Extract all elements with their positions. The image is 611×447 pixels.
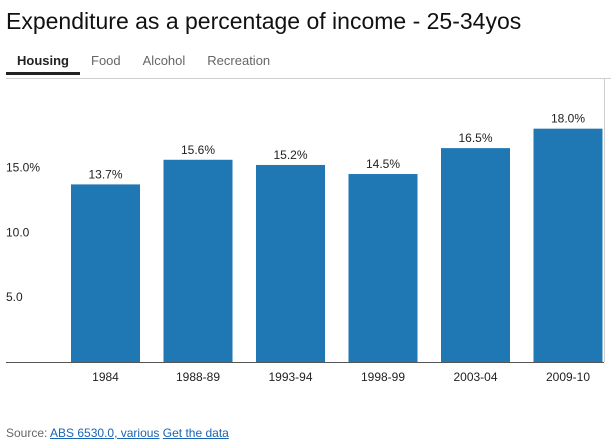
x-tick-label: 1993-94 [268,370,312,384]
x-tick-label: 2009-10 [546,370,590,384]
category-tabs: Housing Food Alcohol Recreation [6,52,281,78]
bar [348,174,418,362]
chart-title: Expenditure as a percentage of income - … [6,8,522,34]
y-tick-label: 5.0 [6,290,23,304]
tab-divider [6,78,611,79]
source-prefix: Source: [6,426,51,440]
get-data-link[interactable]: Get the data [162,426,229,440]
bar-value-label: 16.5% [458,131,492,145]
tab-food[interactable]: Food [91,53,121,68]
x-tick-label: 2003-04 [453,370,497,384]
y-tick-label: 10.0 [6,225,30,239]
bar-value-label: 18.0% [551,112,585,126]
bar-value-label: 15.6% [181,143,215,157]
bar [71,184,140,362]
bar-value-label: 15.2% [273,148,307,162]
bar [163,159,233,362]
x-tick-label: 1998-99 [361,370,405,384]
tab-alcohol[interactable]: Alcohol [142,53,186,68]
y-tick-label: 15.0% [6,161,40,175]
bar-value-label: 13.7% [88,167,122,181]
source-line: Source: ABS 6530.0, various Get the data [6,426,229,440]
bar [256,164,325,362]
bar [441,148,510,362]
bar [533,128,603,362]
tab-housing[interactable]: Housing [6,52,80,75]
source-link[interactable]: ABS 6530.0, various [50,426,160,440]
tab-recreation[interactable]: Recreation [207,53,271,68]
x-tick-label: 1984 [92,370,119,384]
bar-value-label: 14.5% [366,157,400,171]
x-tick-label: 1988-89 [176,370,220,384]
